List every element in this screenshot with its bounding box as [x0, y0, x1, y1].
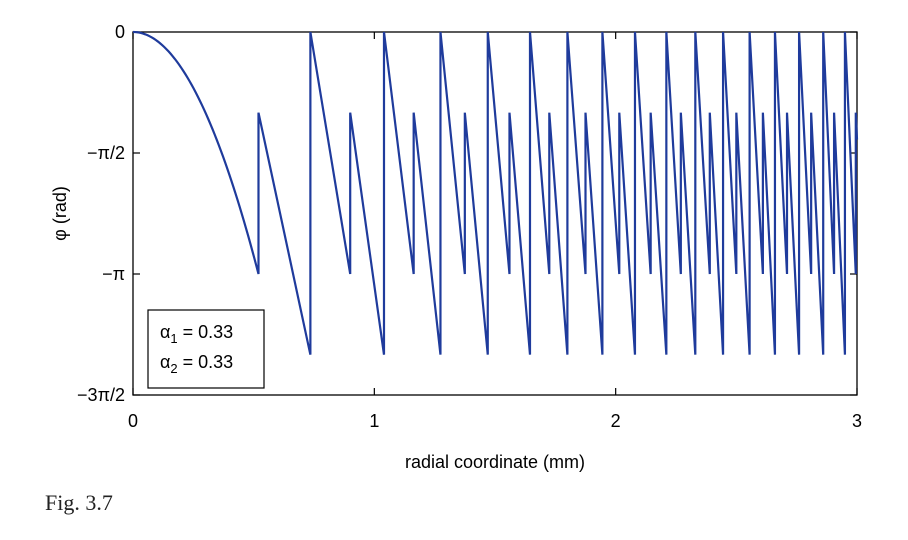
legend-box: [147, 309, 265, 389]
legend-entry: α2 = 0.33: [160, 352, 233, 376]
y-tick-label: −π/2: [87, 143, 125, 163]
y-tick-label: 0: [115, 22, 125, 42]
tick-labels: 0 1 2 3 0 −π/2 −π −3π/2: [77, 22, 862, 431]
x-tick-label: 2: [611, 411, 621, 431]
phase-series-line: [132, 30, 859, 355]
legend-entry: α1 = 0.33: [160, 322, 233, 346]
x-tick-label: 1: [369, 411, 379, 431]
figure-caption: Fig. 3.7: [45, 490, 113, 515]
x-tick-label: 3: [852, 411, 862, 431]
legend: α1 = 0.33 α2 = 0.33: [147, 309, 265, 389]
plot-frame: [132, 31, 858, 396]
phase-chart: 0 1 2 30−π/2−π−3π/2 radial coordinate (mm) …: [50, 22, 862, 472]
y-tick-label: −3π/2: [77, 385, 125, 405]
x-axis-label: radial coordinate (mm): [405, 452, 585, 472]
y-tick-label: −π: [102, 264, 125, 284]
x-tick-label: 0: [128, 411, 138, 431]
y-axis-label: φ (rad): [50, 186, 70, 241]
